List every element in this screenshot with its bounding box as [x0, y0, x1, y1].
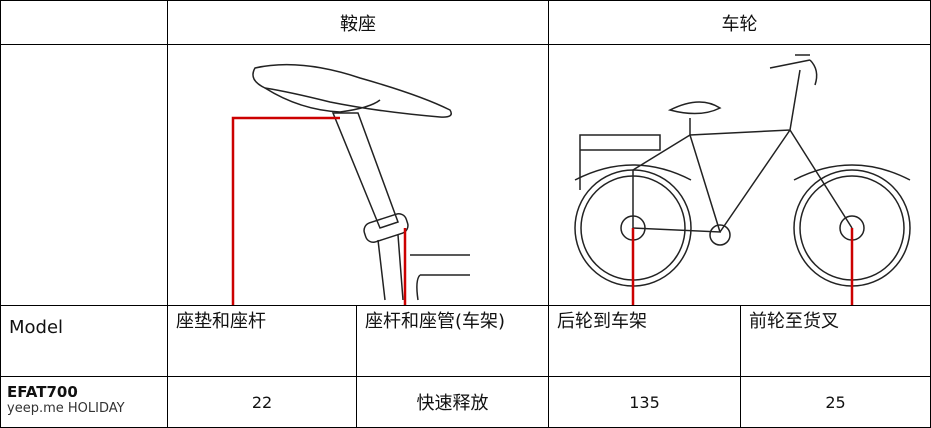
saddle-drawing: [252, 63, 470, 301]
leader-lines: [231, 116, 854, 305]
model-name: EFAT700: [7, 383, 78, 401]
model-sub: yeep.me HOLIDAY: [7, 401, 125, 416]
bike-drawing: [574, 54, 911, 287]
